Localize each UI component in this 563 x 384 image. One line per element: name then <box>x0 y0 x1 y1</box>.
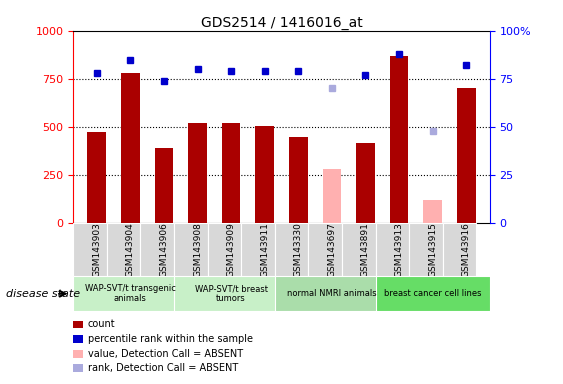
Text: GSM143908: GSM143908 <box>193 222 202 277</box>
Bar <box>390 56 408 223</box>
Text: GSM143916: GSM143916 <box>462 222 471 277</box>
Bar <box>409 223 443 276</box>
Bar <box>107 223 140 276</box>
Bar <box>241 223 275 276</box>
Bar <box>342 223 376 276</box>
Bar <box>376 223 409 276</box>
Text: GSM143913: GSM143913 <box>395 222 404 277</box>
Bar <box>256 126 274 223</box>
Text: GSM143915: GSM143915 <box>428 222 437 277</box>
Bar <box>174 276 288 311</box>
Bar <box>121 73 140 223</box>
Text: breast cancer cell lines: breast cancer cell lines <box>384 289 481 298</box>
Text: normal NMRI animals: normal NMRI animals <box>287 289 377 298</box>
Text: GSM143911: GSM143911 <box>260 222 269 277</box>
Text: count: count <box>88 319 115 329</box>
Bar <box>208 223 241 276</box>
Bar <box>289 137 307 223</box>
Bar <box>443 223 476 276</box>
Bar <box>73 276 187 311</box>
Text: GSM143903: GSM143903 <box>92 222 101 277</box>
Bar <box>73 223 107 276</box>
Text: WAP-SVT/t transgenic
animals: WAP-SVT/t transgenic animals <box>85 284 176 303</box>
Bar <box>140 223 174 276</box>
Bar <box>174 223 208 276</box>
Text: rank, Detection Call = ABSENT: rank, Detection Call = ABSENT <box>88 363 238 373</box>
Text: percentile rank within the sample: percentile rank within the sample <box>88 334 253 344</box>
Text: GSM143697: GSM143697 <box>328 222 337 277</box>
Text: GSM143891: GSM143891 <box>361 222 370 277</box>
Text: GSM143909: GSM143909 <box>226 222 235 277</box>
Bar <box>222 123 240 223</box>
Bar <box>356 143 375 223</box>
Bar <box>275 223 309 276</box>
Bar <box>323 169 341 223</box>
Bar <box>309 223 342 276</box>
Text: GSM143330: GSM143330 <box>294 222 303 277</box>
Bar <box>188 123 207 223</box>
Bar <box>423 200 442 223</box>
Bar <box>275 276 389 311</box>
Bar <box>457 88 476 223</box>
Text: value, Detection Call = ABSENT: value, Detection Call = ABSENT <box>88 349 243 359</box>
Title: GDS2514 / 1416016_at: GDS2514 / 1416016_at <box>200 16 363 30</box>
Text: GSM143906: GSM143906 <box>159 222 168 277</box>
Bar <box>376 276 490 311</box>
Text: disease state: disease state <box>6 289 80 299</box>
Text: GSM143904: GSM143904 <box>126 222 135 277</box>
Text: WAP-SVT/t breast
tumors: WAP-SVT/t breast tumors <box>195 284 267 303</box>
Bar <box>87 132 106 223</box>
Bar <box>155 148 173 223</box>
